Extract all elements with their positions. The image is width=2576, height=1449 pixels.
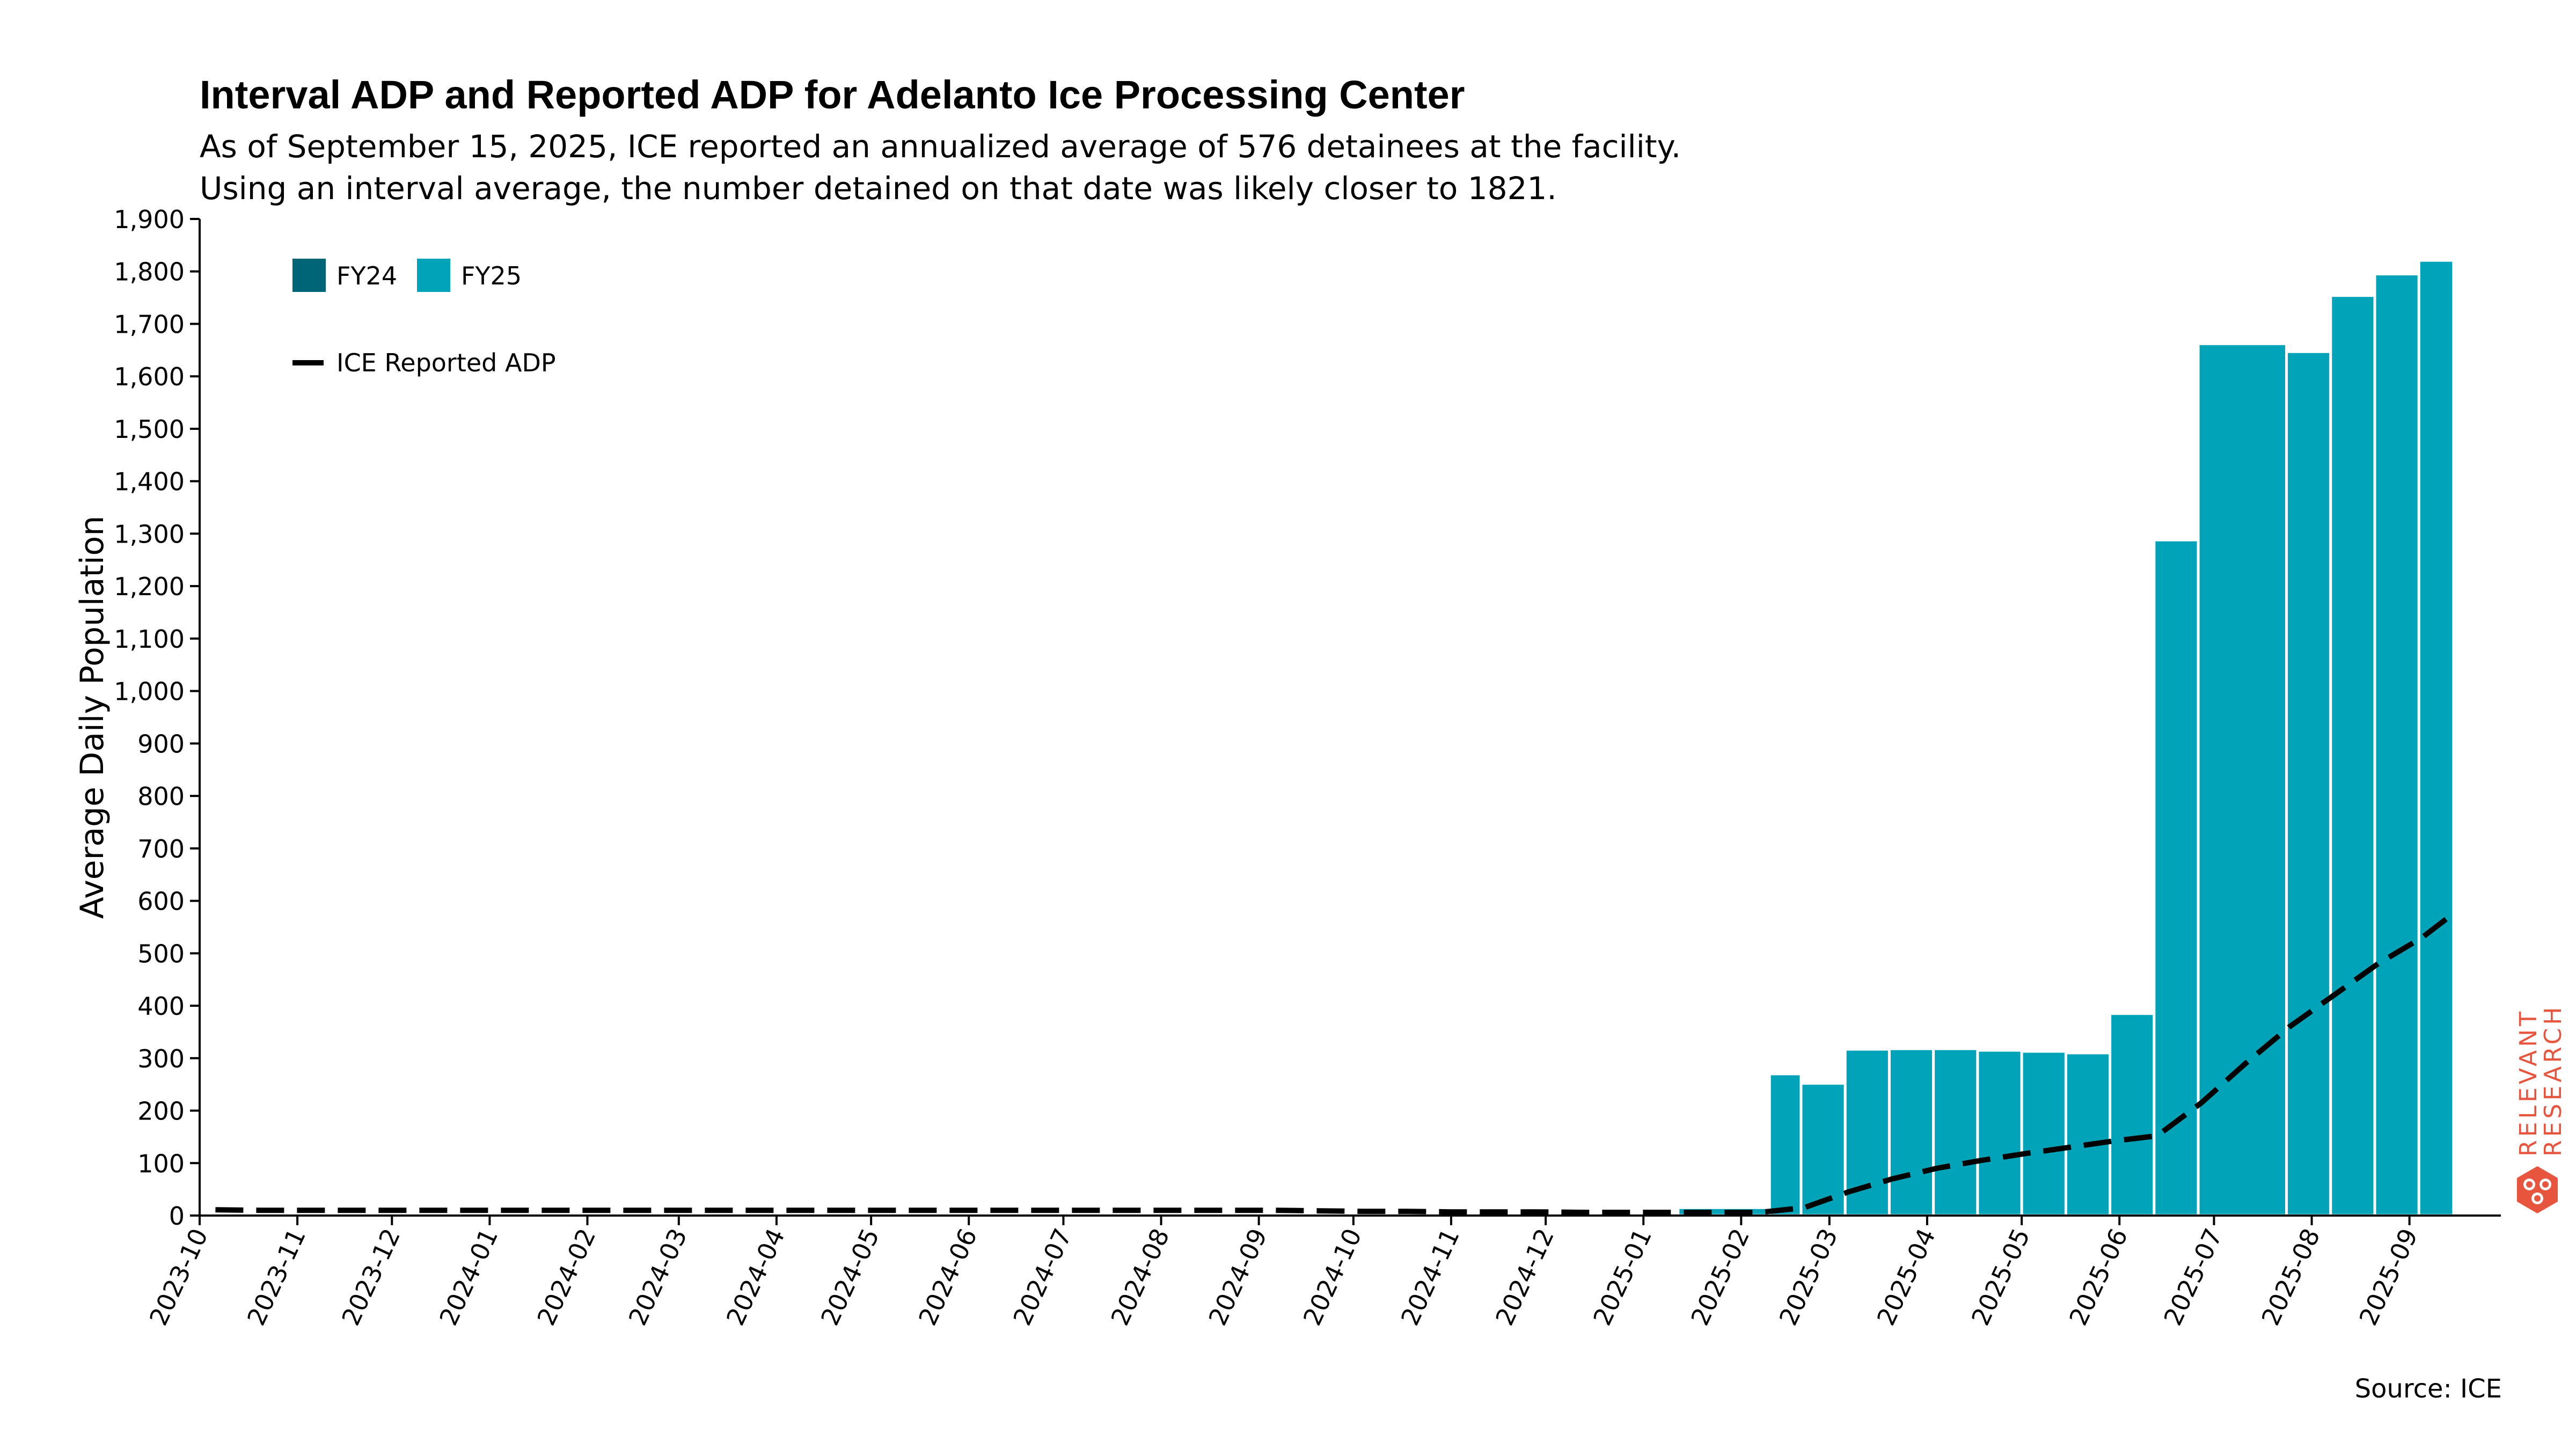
brand-text-research: RESEARCH bbox=[2540, 1004, 2567, 1157]
bar-11 bbox=[2064, 1051, 2112, 1217]
x-tick-label-2024-04: 2024-04 bbox=[721, 1224, 791, 1330]
y-tick-label-1700: 1,700 bbox=[114, 310, 185, 339]
x-tick-label-2024-02: 2024-02 bbox=[531, 1224, 601, 1330]
x-tick-label-2024-05: 2024-05 bbox=[815, 1224, 885, 1330]
brand-logo: RELEVANT RESEARCH bbox=[2515, 1004, 2567, 1213]
bar-10 bbox=[2020, 1050, 2067, 1217]
bar-16 bbox=[2329, 294, 2376, 1217]
bar-8 bbox=[1932, 1047, 1979, 1217]
y-tick-label-1400: 1,400 bbox=[114, 467, 185, 496]
x-tick-label-2025-01: 2025-01 bbox=[1587, 1224, 1657, 1330]
y-axis-title: Average Daily Population bbox=[74, 516, 111, 919]
bar-13 bbox=[2153, 538, 2200, 1217]
legend-swatch-fy24 bbox=[292, 259, 326, 292]
bar-15 bbox=[2285, 350, 2332, 1217]
y-tick-label-700: 700 bbox=[137, 835, 185, 863]
x-tick-label-2024-11: 2024-11 bbox=[1395, 1224, 1465, 1330]
bar-5 bbox=[1799, 1082, 1847, 1217]
legend-label-fy24: FY24 bbox=[336, 261, 397, 290]
y-tick-label-1500: 1,500 bbox=[114, 415, 185, 444]
y-tick-label-100: 100 bbox=[137, 1149, 185, 1178]
y-tick-label-300: 300 bbox=[137, 1044, 185, 1073]
x-tick-label-2024-08: 2024-08 bbox=[1105, 1224, 1175, 1330]
y-tick-label-1800: 1,800 bbox=[114, 258, 185, 287]
x-tick-label-2024-01: 2024-01 bbox=[434, 1224, 503, 1330]
x-tick-label-2025-06: 2025-06 bbox=[2063, 1224, 2133, 1330]
reported-adp-line bbox=[215, 911, 2455, 1216]
x-tick-label-2025-09: 2025-09 bbox=[2353, 1224, 2423, 1330]
subtitle-line-2: Using an interval average, the number de… bbox=[200, 170, 1557, 207]
bar-layer bbox=[198, 259, 2455, 1217]
y-tick-label-800: 800 bbox=[137, 782, 185, 811]
bar-12 bbox=[2109, 1012, 2156, 1217]
legend-swatch-fy25 bbox=[417, 259, 450, 292]
y-tick-label-500: 500 bbox=[137, 939, 185, 968]
y-tick-label-1600: 1,600 bbox=[114, 362, 185, 391]
brand-hexagon-icon bbox=[2517, 1166, 2558, 1213]
y-tick-label-1900: 1,900 bbox=[114, 205, 185, 234]
chart-subtitle: As of September 15, 2025, ICE reported a… bbox=[200, 126, 1681, 209]
bar-14 bbox=[2197, 342, 2288, 1217]
x-tick-label-2025-04: 2025-04 bbox=[1871, 1224, 1941, 1330]
x-tick-label-2023-12: 2023-12 bbox=[336, 1224, 406, 1330]
y-tick-label-1000: 1,000 bbox=[114, 677, 185, 706]
legend-label-fy25: FY25 bbox=[461, 261, 522, 290]
bar-17 bbox=[2373, 273, 2420, 1217]
x-tick-label-2025-08: 2025-08 bbox=[2256, 1224, 2325, 1330]
legend-label-reported: ICE Reported ADP bbox=[336, 348, 556, 377]
y-tick-label-400: 400 bbox=[137, 992, 185, 1021]
x-tick-label-2025-05: 2025-05 bbox=[1966, 1224, 2036, 1330]
bar-18 bbox=[2417, 259, 2455, 1217]
bar-4 bbox=[1768, 1072, 1803, 1217]
x-tick-label-2024-12: 2024-12 bbox=[1490, 1224, 1560, 1330]
y-tick-label-0: 0 bbox=[169, 1202, 185, 1231]
x-tick-label-2024-09: 2024-09 bbox=[1203, 1224, 1272, 1330]
x-tick-label-2025-03: 2025-03 bbox=[1774, 1224, 1843, 1330]
x-tick-label-2025-02: 2025-02 bbox=[1685, 1224, 1755, 1330]
legend: FY24 FY25 ICE Reported ADP bbox=[292, 259, 556, 377]
bar-9 bbox=[1976, 1049, 2023, 1217]
y-tick-label-200: 200 bbox=[137, 1097, 185, 1126]
brand-text-relevant: RELEVANT bbox=[2515, 1008, 2542, 1157]
x-tick-label-2023-11: 2023-11 bbox=[241, 1224, 311, 1330]
y-tick-label-1200: 1,200 bbox=[114, 572, 185, 601]
y-tick-label-1100: 1,100 bbox=[114, 625, 185, 654]
x-tick-label-2024-10: 2024-10 bbox=[1298, 1224, 1367, 1330]
x-tick-label-2024-03: 2024-03 bbox=[623, 1224, 693, 1330]
y-tick-label-600: 600 bbox=[137, 887, 185, 916]
x-tick-label-2023-10: 2023-10 bbox=[144, 1224, 214, 1330]
line-layer bbox=[215, 911, 2455, 1216]
bar-7 bbox=[1887, 1047, 1935, 1217]
y-tick-label-900: 900 bbox=[137, 729, 185, 758]
x-tick-label-2024-06: 2024-06 bbox=[913, 1224, 983, 1330]
y-tick-label-1300: 1,300 bbox=[114, 519, 185, 548]
x-tick-label-2025-07: 2025-07 bbox=[2158, 1224, 2228, 1330]
x-tick-label-2024-07: 2024-07 bbox=[1007, 1224, 1077, 1330]
subtitle-line-1: As of September 15, 2025, ICE reported a… bbox=[200, 128, 1681, 165]
chart-title: Interval ADP and Reported ADP for Adelan… bbox=[200, 72, 1465, 117]
source-note: Source: ICE bbox=[2354, 1374, 2502, 1404]
